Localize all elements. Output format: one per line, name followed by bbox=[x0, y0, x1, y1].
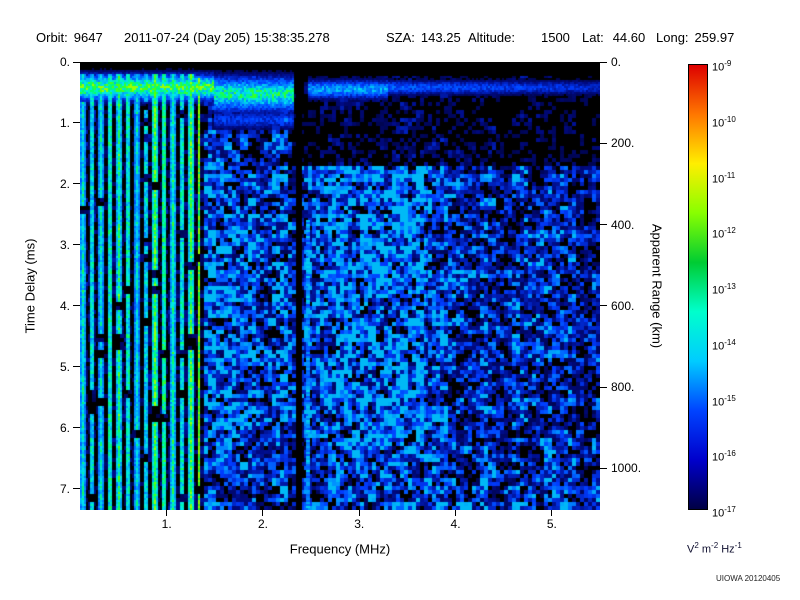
y-axis-tick bbox=[73, 183, 80, 185]
y2-axis-tick-label: 200. bbox=[611, 136, 635, 151]
x-axis-title: Frequency (MHz) bbox=[289, 541, 391, 557]
colorbar-tick-label: 10-9 bbox=[712, 59, 732, 74]
datetime-value: 2011-07-24 (Day 205) 15:38:35.278 bbox=[124, 30, 330, 45]
y-axis-tick-label: 5. bbox=[59, 359, 70, 374]
colorbar-tick-label: 10-12 bbox=[712, 226, 736, 241]
y-axis-tick-label: 4. bbox=[59, 298, 70, 313]
y2-axis-tick-label: 0. bbox=[611, 55, 622, 69]
x-axis-tick bbox=[166, 510, 168, 516]
y-axis-tick-label: 7. bbox=[59, 481, 70, 496]
colorbar bbox=[688, 64, 708, 510]
y-axis-tick bbox=[73, 305, 80, 307]
y-axis-tick-label: 6. bbox=[59, 420, 70, 435]
x-axis-tick-label: 1. bbox=[161, 517, 172, 531]
long-value: 259.97 bbox=[694, 30, 735, 45]
colorbar-tick-label: 10-17 bbox=[712, 505, 736, 520]
colorbar-tick-label: 10-11 bbox=[712, 170, 736, 186]
y2-axis-tick bbox=[600, 305, 607, 307]
sza-field: SZA: 143.25 bbox=[386, 30, 461, 45]
y-axis-tick bbox=[73, 61, 80, 63]
y2-axis-tick bbox=[600, 386, 607, 388]
altitude-label: Altitude: bbox=[468, 30, 515, 45]
y-axis-tick bbox=[73, 122, 80, 124]
spectrogram-plot bbox=[80, 62, 600, 510]
y-axis-title: Time Delay (ms) bbox=[22, 238, 38, 334]
sza-value: 143.25 bbox=[420, 30, 461, 45]
y2-axis-tick-label: 600. bbox=[611, 298, 635, 313]
x-axis-tick bbox=[358, 510, 360, 516]
y2-axis-tick bbox=[600, 224, 607, 226]
y-axis-tick-label: 3. bbox=[59, 237, 70, 252]
y2-axis-tick bbox=[600, 61, 607, 63]
x-axis-tick-label: 2. bbox=[257, 517, 268, 531]
y-axis-tick bbox=[73, 488, 80, 490]
y-axis-tick-label: 1. bbox=[59, 115, 70, 130]
colorbar-tick-label: 10-10 bbox=[712, 114, 736, 130]
long-field: Long: 259.97 bbox=[656, 30, 734, 45]
y2-axis-tick-label: 400. bbox=[611, 217, 635, 232]
long-label: Long: bbox=[656, 30, 689, 45]
colorbar-tick-label: 10-15 bbox=[712, 393, 736, 409]
orbit-field: Orbit: 9647 bbox=[36, 30, 103, 45]
colorbar-tick-label: 10-16 bbox=[712, 449, 736, 464]
orbit-value: 9647 bbox=[73, 30, 103, 45]
x-axis-tick bbox=[262, 510, 264, 516]
y-axis-tick-label: 2. bbox=[59, 176, 70, 191]
sza-label: SZA: bbox=[386, 30, 415, 45]
y2-axis-tick bbox=[600, 467, 607, 469]
y-axis-tick bbox=[73, 366, 80, 368]
orbit-label: Orbit: bbox=[36, 30, 68, 45]
y-axis-tick bbox=[73, 427, 80, 429]
y-axis-tick bbox=[73, 244, 80, 246]
altitude-value: 1500 bbox=[540, 30, 570, 45]
y-axis-tick-label: 0. bbox=[59, 55, 70, 69]
y2-axis-tick-label: 800. bbox=[611, 380, 635, 395]
x-axis-tick-label: 3. bbox=[354, 517, 365, 531]
credit: UIOWA 20120405 bbox=[716, 574, 781, 583]
colorbar-tick-label: 10-13 bbox=[712, 282, 736, 297]
lat-label: Lat: bbox=[582, 30, 604, 45]
datetime-field: 2011-07-24 (Day 205) 15:38:35.278 bbox=[124, 30, 330, 45]
x-axis-tick-label: 5. bbox=[546, 517, 557, 531]
x-axis-tick bbox=[551, 510, 553, 516]
colorbar-tick-label: 10-14 bbox=[712, 337, 736, 353]
y2-axis-tick bbox=[600, 142, 607, 144]
ionogram-spectrogram-canvas bbox=[80, 62, 600, 510]
x-axis-tick-label: 4. bbox=[450, 517, 461, 531]
lat-field: Lat: 44.60 bbox=[582, 30, 645, 45]
lat-value: 44.60 bbox=[612, 30, 646, 45]
x-axis-tick bbox=[455, 510, 457, 516]
y2-axis-title: Apparent Range (km) bbox=[649, 223, 665, 349]
colorbar-unit-label: V2 m-2 Hz-1 bbox=[687, 541, 742, 556]
y2-axis-tick-label: 1000. bbox=[611, 461, 642, 476]
altitude-field: Altitude: 1500 bbox=[468, 30, 570, 45]
